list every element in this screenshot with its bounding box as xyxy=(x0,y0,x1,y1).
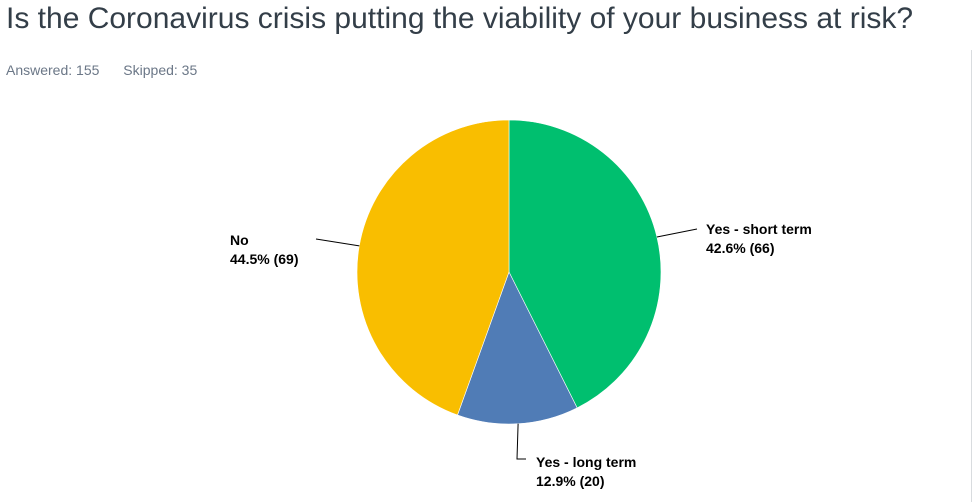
slice-label-3: No xyxy=(230,232,249,248)
slice-label-1: Yes - short term xyxy=(706,221,812,237)
leader-line-3 xyxy=(315,238,360,247)
slice-value-3: 44.5% (69) xyxy=(230,251,298,267)
pie-slices xyxy=(356,119,662,425)
question-title: Is the Coronavirus crisis putting the vi… xyxy=(6,2,914,35)
leader-line-2 xyxy=(516,423,526,460)
slice-value-2: 12.9% (20) xyxy=(536,473,604,489)
panel-divider xyxy=(971,50,972,502)
leader-line-1 xyxy=(656,228,698,238)
response-stats: Answered: 155 Skipped: 35 xyxy=(6,62,217,78)
answered-count: Answered: 155 xyxy=(6,62,100,78)
slice-value-1: 42.6% (66) xyxy=(706,240,774,256)
slice-label-2: Yes - long term xyxy=(536,454,636,470)
skipped-count: Skipped: 35 xyxy=(123,62,198,78)
pie-labels: Yes - short term 42.6% (66) Yes - long ter… xyxy=(230,221,812,489)
